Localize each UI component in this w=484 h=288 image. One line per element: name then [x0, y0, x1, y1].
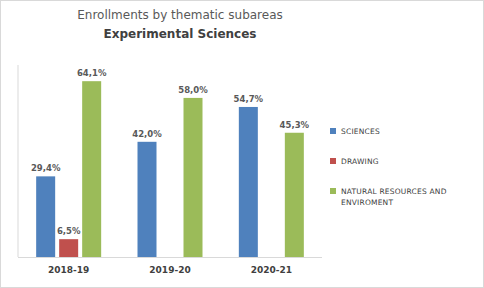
outer-border	[1, 1, 484, 288]
bars	[36, 81, 304, 257]
legend-swatch	[330, 188, 336, 194]
legend-label: DRAWING	[341, 157, 379, 166]
bar	[138, 142, 157, 257]
x-tick-label: 2020-21	[251, 265, 292, 275]
legend-item: DRAWING	[330, 156, 481, 167]
x-tick-label: 2019-20	[149, 265, 190, 275]
data-label: 54,7%	[234, 94, 264, 104]
legend-item: SCIENCES	[330, 126, 481, 137]
x-axis-line	[18, 257, 322, 258]
data-label: 6,5%	[57, 226, 81, 236]
data-labels: 29,4% 42,0% 54,7% 6,5% 64,1% 58,0% 45,3%	[31, 68, 310, 236]
bar	[239, 107, 258, 257]
y-axis-line	[18, 65, 19, 257]
data-label: 58,0%	[178, 85, 208, 95]
legend-label: SCIENCES	[341, 127, 380, 136]
chart-frame: Enrollments by thematic subareas Experime…	[0, 0, 484, 288]
chart-svg: Enrollments by thematic subareas Experime…	[0, 0, 484, 288]
bar	[82, 81, 101, 257]
legend-item: NATURAL RESOURCES AND ENVIROMENT	[330, 186, 481, 208]
bar	[59, 239, 78, 257]
x-tick-label: 2018-19	[48, 265, 89, 275]
data-label: 64,1%	[77, 68, 107, 78]
bar	[285, 133, 304, 257]
bar	[36, 176, 55, 257]
data-label: 45,3%	[280, 120, 310, 130]
data-label: 29,4%	[31, 163, 61, 173]
legend-label: NATURAL RESOURCES AND ENVIROMENT	[341, 187, 447, 207]
legend-swatch	[330, 158, 336, 164]
subtitle: Experimental Sciences	[104, 27, 257, 41]
title: Enrollments by thematic subareas	[77, 8, 283, 22]
bar	[184, 98, 203, 257]
data-label: 42,0%	[132, 129, 162, 139]
legend: SCIENCES DRAWING NATURAL RESOURCES AND ENV…	[330, 126, 481, 227]
legend-swatch	[330, 128, 336, 134]
